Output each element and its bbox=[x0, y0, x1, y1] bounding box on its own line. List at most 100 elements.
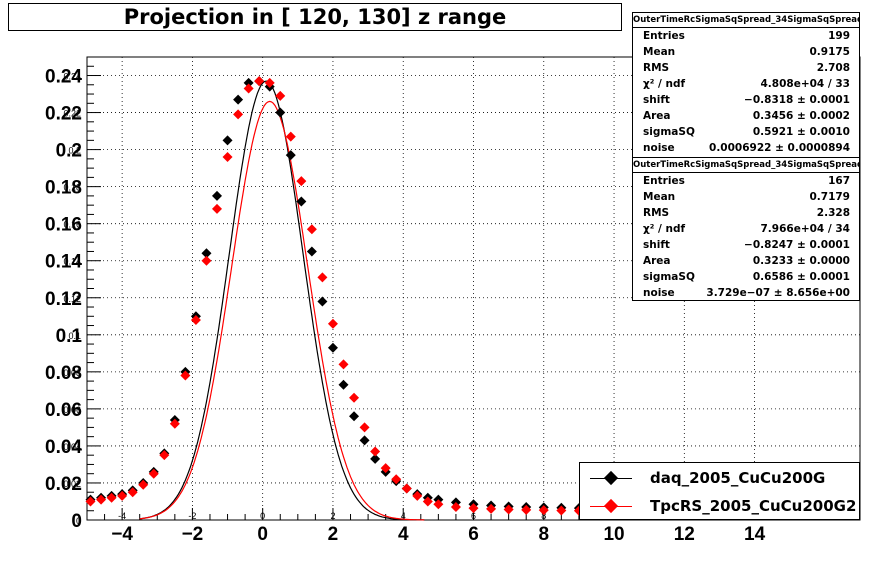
stats-value: 0.7179 bbox=[809, 191, 850, 203]
y-tick-label: 0.14 bbox=[45, 252, 82, 273]
legend: daq_2005_CuCu200G TpcRS_2005_CuCu200G2 bbox=[579, 462, 860, 520]
y-tick-label-secondary: 0.08 bbox=[63, 368, 81, 378]
stats-value: 2.328 bbox=[816, 207, 850, 219]
legend-marker-diamond-icon bbox=[603, 470, 619, 486]
data-point bbox=[233, 94, 244, 105]
y-tick-label-secondary: 0.16 bbox=[63, 220, 81, 230]
data-point bbox=[538, 505, 549, 516]
data-point bbox=[190, 314, 201, 325]
stats-row: χ² / ndf 7.966e+04 / 34 bbox=[633, 221, 859, 237]
stats-value: 2.708 bbox=[816, 62, 850, 74]
data-point bbox=[117, 490, 128, 501]
data-point bbox=[327, 318, 338, 329]
y-tick-label: 0.1 bbox=[56, 326, 83, 347]
stats-label: Entries bbox=[643, 30, 685, 42]
data-point bbox=[264, 77, 275, 88]
stats-row: χ² / ndf 4.808e+04 / 33 bbox=[633, 76, 859, 92]
data-point bbox=[306, 224, 317, 235]
data-point bbox=[296, 176, 307, 187]
stats-value: −0.8247 ± 0.0001 bbox=[744, 239, 850, 251]
stats-value: 0.3233 ± 0.0000 bbox=[752, 255, 850, 267]
legend-marker-diamond-icon bbox=[603, 498, 619, 514]
data-point bbox=[450, 502, 461, 513]
data-point bbox=[85, 496, 96, 507]
stats-row: Area 0.3233 ± 0.0000 bbox=[633, 253, 859, 269]
y-tick-label-secondary: 0.24 bbox=[63, 72, 81, 82]
y-tick-label: 0.18 bbox=[45, 178, 82, 199]
x-tick-label-secondary: -4 bbox=[118, 511, 126, 521]
x-tick-label-secondary: 8 bbox=[541, 511, 546, 521]
stats-value: 4.808e+04 / 33 bbox=[760, 78, 850, 90]
data-point bbox=[380, 463, 391, 474]
data-point bbox=[254, 76, 265, 87]
stats-header: OuterTimeRcSigmaSqSpread_34SigmaSqSpread bbox=[633, 13, 859, 28]
fit-curve bbox=[139, 100, 425, 521]
data-point bbox=[412, 490, 423, 501]
y-tick-label: 0.22 bbox=[45, 104, 82, 125]
stats-row: Area 0.3456 ± 0.0002 bbox=[633, 108, 859, 124]
stats-row: Entries 199 bbox=[633, 28, 859, 44]
legend-label: TpcRS_2005_CuCu200G2 bbox=[650, 497, 857, 515]
stats-box-daq: OuterTimeRcSigmaSqSpread_34SigmaSqSpread… bbox=[632, 12, 860, 158]
y-tick-label: 0.08 bbox=[45, 363, 82, 384]
stats-label: sigmaSQ bbox=[643, 126, 695, 138]
x-tick-label-secondary: 6 bbox=[471, 511, 476, 521]
x-tick-label-secondary: 4 bbox=[401, 511, 406, 521]
legend-entry-daq: daq_2005_CuCu200G bbox=[580, 465, 859, 491]
y-tick-label: 0.04 bbox=[45, 437, 82, 458]
data-point bbox=[222, 152, 233, 163]
stats-value: 0.3456 ± 0.0002 bbox=[752, 110, 850, 122]
data-point bbox=[275, 107, 286, 118]
stats-row: sigmaSQ 0.5921 ± 0.0010 bbox=[633, 124, 859, 140]
stats-value: 7.966e+04 / 34 bbox=[760, 223, 850, 235]
data-point bbox=[159, 450, 170, 461]
stats-value: 199 bbox=[828, 30, 850, 42]
stats-box-tpcrs: OuterTimeRcSigmaSqSpread_34SigmaSqSpread… bbox=[632, 157, 860, 301]
stats-label: Area bbox=[643, 255, 671, 267]
data-point bbox=[401, 483, 412, 494]
x-tick-label: 12 bbox=[674, 524, 695, 545]
data-point bbox=[359, 422, 370, 433]
data-point bbox=[433, 499, 444, 510]
y-tick-label: 0.02 bbox=[45, 474, 82, 495]
data-point bbox=[317, 272, 328, 283]
x-tick-label: −4 bbox=[111, 524, 133, 545]
stats-label: sigmaSQ bbox=[643, 271, 695, 283]
data-point bbox=[349, 392, 360, 403]
stats-row: Mean 0.9175 bbox=[633, 44, 859, 60]
data-point bbox=[96, 494, 107, 505]
data-point bbox=[521, 504, 532, 515]
y-tick-label-secondary: 0.02 bbox=[63, 479, 81, 489]
y-tick-label: 0.06 bbox=[45, 400, 82, 421]
stats-row: noise 3.729e−07 ± 8.656e+00 bbox=[633, 285, 859, 301]
y-tick-label-secondary: 0.22 bbox=[63, 109, 81, 119]
x-tick-label-secondary: -2 bbox=[188, 511, 196, 521]
data-point bbox=[556, 505, 567, 516]
stats-row: shift −0.8318 ± 0.0001 bbox=[633, 92, 859, 108]
y-tick-label: 0.2 bbox=[56, 141, 82, 162]
x-tick-label-secondary: 0 bbox=[260, 511, 265, 521]
y-tick-label: 0 bbox=[71, 511, 82, 532]
stats-value: 3.729e−07 ± 8.656e+00 bbox=[706, 287, 850, 299]
stats-value: 0.5921 ± 0.0010 bbox=[752, 126, 850, 138]
data-point bbox=[169, 418, 180, 429]
y-tick-label-secondary: 0.06 bbox=[63, 405, 81, 415]
data-point bbox=[212, 203, 223, 214]
y-tick-label: 0.12 bbox=[45, 289, 82, 310]
data-point bbox=[391, 474, 402, 485]
stats-value: 0.0006922 ± 0.0000894 bbox=[709, 142, 850, 154]
x-tick-label: 0 bbox=[257, 524, 268, 545]
y-tick-label-secondary: 0.04 bbox=[63, 442, 81, 452]
data-point bbox=[306, 246, 317, 257]
stats-label: RMS bbox=[643, 207, 670, 219]
stats-label: Area bbox=[643, 110, 671, 122]
y-tick-label-secondary: 0.12 bbox=[63, 294, 81, 304]
stats-row: Entries 167 bbox=[633, 173, 859, 189]
stats-value: 0.6586 ± 0.0001 bbox=[752, 271, 850, 283]
data-point bbox=[370, 446, 381, 457]
stats-row: Mean 0.7179 bbox=[633, 189, 859, 205]
stats-value: 0.9175 bbox=[809, 46, 850, 58]
y-tick-label: 0.24 bbox=[45, 67, 82, 88]
data-point bbox=[148, 468, 159, 479]
stats-label: Mean bbox=[643, 191, 676, 203]
